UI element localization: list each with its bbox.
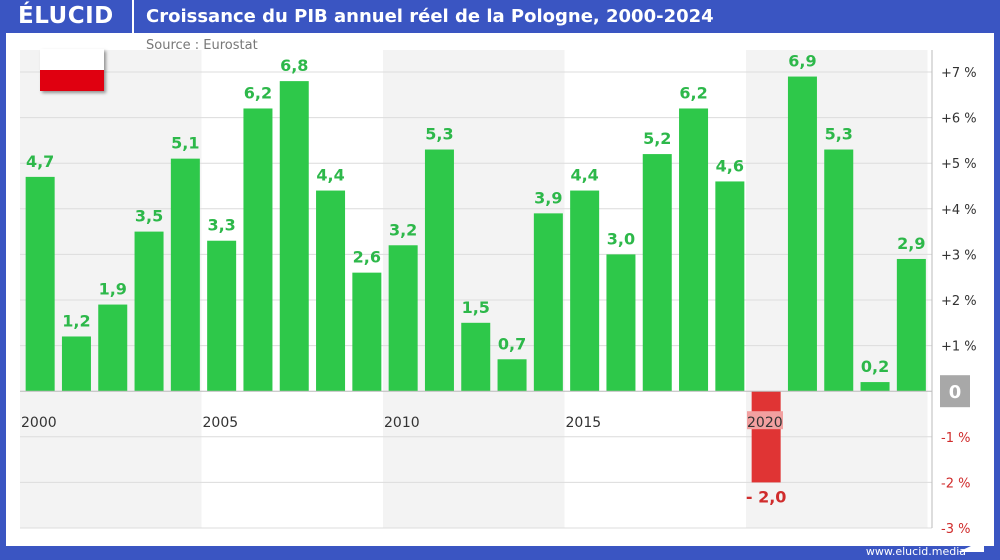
bar-2004: [170, 158, 200, 392]
bar-2003: [134, 231, 164, 392]
y-tick-label: +1 %: [941, 340, 977, 355]
data-label: 5,1: [171, 134, 199, 153]
bar-2023: [860, 382, 890, 392]
data-label: 4,6: [716, 156, 744, 175]
bar-2016: [606, 254, 636, 392]
header: ÉLUCID Croissance du PIB annuel réel de …: [0, 0, 1000, 33]
y-tick-label: +2 %: [941, 294, 977, 309]
elucid-arrow-icon: [958, 540, 984, 552]
x-tick-label: 2005: [203, 415, 239, 431]
bar-2017: [642, 154, 672, 392]
bar-2002: [98, 304, 128, 392]
data-label: 1,2: [62, 311, 90, 330]
data-label: 5,3: [425, 125, 453, 144]
chart-title: Croissance du PIB annuel réel de la Polo…: [146, 6, 714, 27]
bar-2019: [715, 181, 745, 392]
data-label: 1,5: [462, 298, 490, 317]
data-label: 3,9: [534, 188, 562, 207]
y-tick-label: -2 %: [941, 476, 970, 491]
bar-2001: [61, 336, 91, 392]
y-tick-label: +7 %: [941, 66, 977, 81]
data-label: 0,7: [498, 334, 526, 353]
bar-2015: [570, 190, 600, 392]
bar-2005: [207, 240, 237, 392]
bar-2008: [316, 190, 346, 392]
y-tick-label: +5 %: [941, 157, 977, 172]
y-tick-label: 0: [949, 382, 962, 403]
data-label: 3,2: [389, 220, 417, 239]
header-divider: [132, 0, 134, 33]
bar-2014: [533, 213, 563, 392]
bar-2024: [896, 258, 926, 392]
bar-2010: [388, 245, 418, 392]
bar-2018: [679, 108, 709, 392]
data-label: 6,8: [280, 56, 308, 75]
data-label: 5,2: [643, 129, 671, 148]
bar-2013: [497, 359, 527, 392]
data-label: 4,4: [570, 166, 598, 185]
bar-2021: [787, 76, 817, 392]
data-label: 2,9: [897, 234, 925, 253]
bar-2007: [279, 81, 309, 392]
y-tick-label: -3 %: [941, 522, 970, 537]
logo: ÉLUCID: [18, 3, 114, 29]
footer-url[interactable]: www.elucid.media: [865, 545, 966, 558]
bar-2020: [751, 391, 781, 483]
data-label: 6,2: [244, 83, 272, 102]
data-label: 1,9: [99, 280, 127, 299]
data-label: - 2,0: [746, 487, 787, 506]
data-label: 4,4: [316, 166, 344, 185]
data-label: 2,6: [353, 248, 381, 267]
data-label: 3,3: [207, 216, 235, 235]
data-label: 0,2: [861, 357, 889, 376]
bar-2006: [243, 108, 273, 392]
label-highlight: [747, 411, 783, 430]
y-tick-label: +4 %: [941, 203, 977, 218]
bar-2009: [352, 272, 382, 392]
bar-2012: [461, 322, 491, 392]
bar-2022: [824, 149, 854, 392]
x-tick-label: 2020: [747, 415, 783, 431]
y-tick-label: +6 %: [941, 112, 977, 127]
source-note: Source : Eurostat: [146, 38, 258, 53]
data-label: 6,2: [679, 83, 707, 102]
x-tick-label: 2000: [21, 415, 57, 431]
zero-badge: [940, 375, 970, 408]
y-tick-label: -1 %: [941, 431, 970, 446]
poland-flag-icon: [40, 49, 104, 91]
x-tick-label: 2015: [566, 415, 602, 431]
data-label: 4,7: [26, 152, 54, 171]
data-label: 5,3: [825, 125, 853, 144]
data-label: 3,0: [607, 229, 635, 248]
bar-2011: [424, 149, 454, 392]
data-label: 3,5: [135, 207, 163, 226]
y-tick-label: +3 %: [941, 248, 977, 263]
data-label: 6,9: [788, 52, 816, 71]
x-tick-label: 2010: [384, 415, 420, 431]
bar-2000: [25, 176, 55, 392]
